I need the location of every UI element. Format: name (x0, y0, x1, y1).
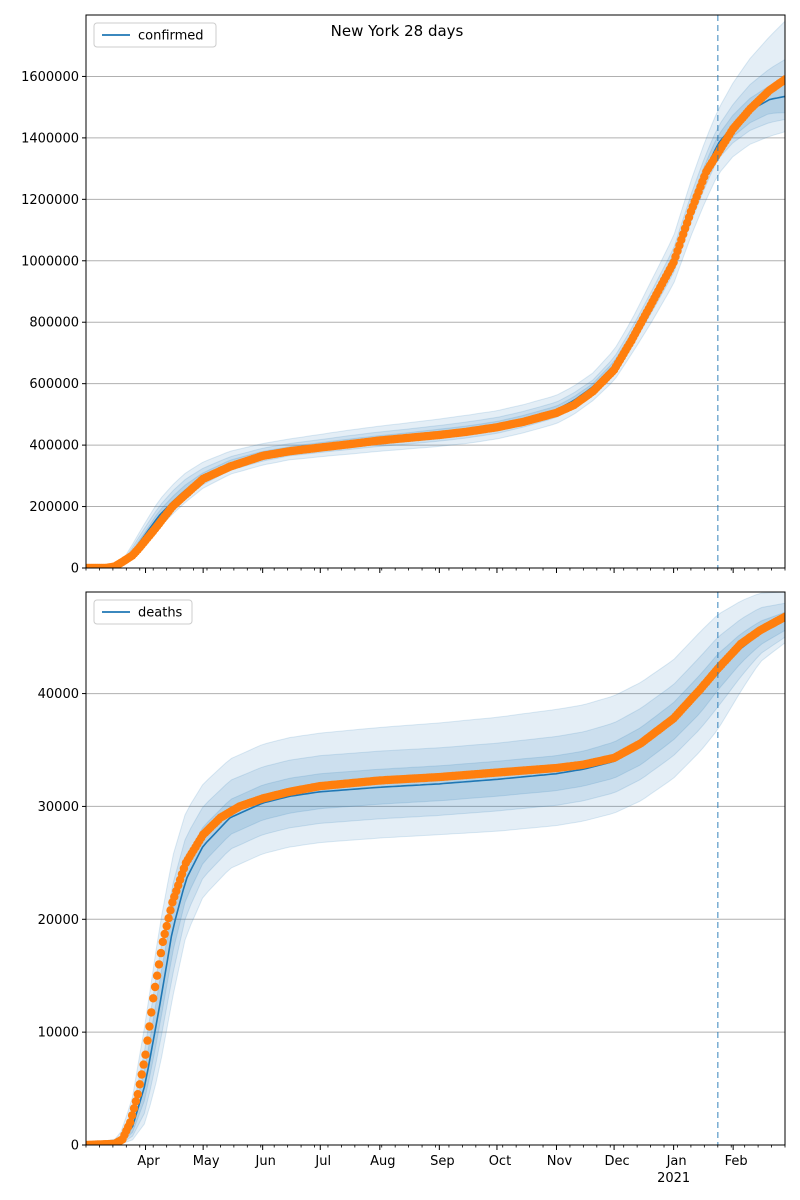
x-tick-label: Apr (137, 1154, 160, 1169)
x-tick-label: May (193, 1154, 220, 1169)
x-tick-label: Nov (547, 1154, 573, 1169)
observed-point (154, 960, 164, 969)
y-tick-label: 1400000 (21, 131, 79, 146)
uncertainty-band (86, 602, 785, 1145)
x-tick-label: Sep (430, 1154, 455, 1169)
observed-point (780, 75, 785, 84)
observed-point (131, 1097, 141, 1106)
y-tick-label: 40000 (38, 687, 79, 702)
x-year-label: 2021 (657, 1171, 690, 1186)
legend-label: confirmed (138, 29, 204, 44)
x-tick-label: Jun (255, 1154, 276, 1169)
y-tick-label: 200000 (29, 500, 79, 515)
y-tick-label: 400000 (29, 439, 79, 454)
uncertainty-band (86, 611, 785, 1145)
observed-point (141, 1050, 150, 1059)
deaths-panel: 0 10000 20000 30000 40000 Apr May Jun Jul Aug Sep O… (38, 591, 786, 1186)
legend-label: deaths (138, 606, 183, 621)
observed-point (129, 1104, 139, 1113)
y-tick-label: 1200000 (21, 193, 79, 208)
observed-point (152, 971, 162, 980)
y-tick-label: 20000 (38, 913, 79, 928)
observed-point (143, 1036, 152, 1045)
observed-point (164, 914, 173, 923)
y-tick-label: 600000 (29, 377, 79, 392)
x-tick-label: Jul (314, 1154, 331, 1169)
x-tick-label: Oct (489, 1154, 511, 1169)
plot-area (86, 20, 785, 568)
y-tick-label: 10000 (38, 1026, 79, 1041)
plot-area (86, 592, 785, 1145)
observed-point (135, 1080, 144, 1089)
observed-point (156, 948, 166, 958)
observed-point (145, 1022, 154, 1031)
observed-point (149, 994, 158, 1003)
x-tick-label: Jan (666, 1154, 687, 1169)
observed-point (133, 1090, 142, 1099)
y-tick-label: 0 (71, 1139, 79, 1154)
observed-point (158, 937, 167, 947)
x-tick-label: Aug (370, 1154, 395, 1169)
observed-point (126, 1118, 135, 1127)
figure-title: New York 28 days (331, 22, 464, 40)
y-tick-label: 800000 (29, 316, 79, 331)
observed-point (160, 929, 169, 939)
observed-point (780, 612, 785, 621)
observed-point (166, 906, 175, 915)
y-tick-label: 1600000 (21, 70, 79, 85)
legend-box (93, 599, 193, 625)
observed-point (147, 1008, 156, 1017)
observed-point (139, 1060, 148, 1069)
y-tick-label: 0 (71, 562, 79, 577)
observed-point (137, 1070, 146, 1079)
confirmed-panel: 0 200000 400000 600000 800000 1000000 1200000 1… (21, 14, 786, 577)
observed-point (150, 982, 160, 992)
x-tick-label: Feb (725, 1154, 748, 1169)
uncertainty-band (86, 20, 785, 568)
uncertainty-band (86, 592, 785, 1145)
y-tick-label: 30000 (38, 800, 79, 815)
y-tick-label: 1000000 (21, 254, 79, 269)
legend-box (93, 22, 217, 48)
observed-point (162, 921, 171, 931)
observed-point (127, 1111, 137, 1120)
x-tick-label: Dec (605, 1154, 630, 1169)
